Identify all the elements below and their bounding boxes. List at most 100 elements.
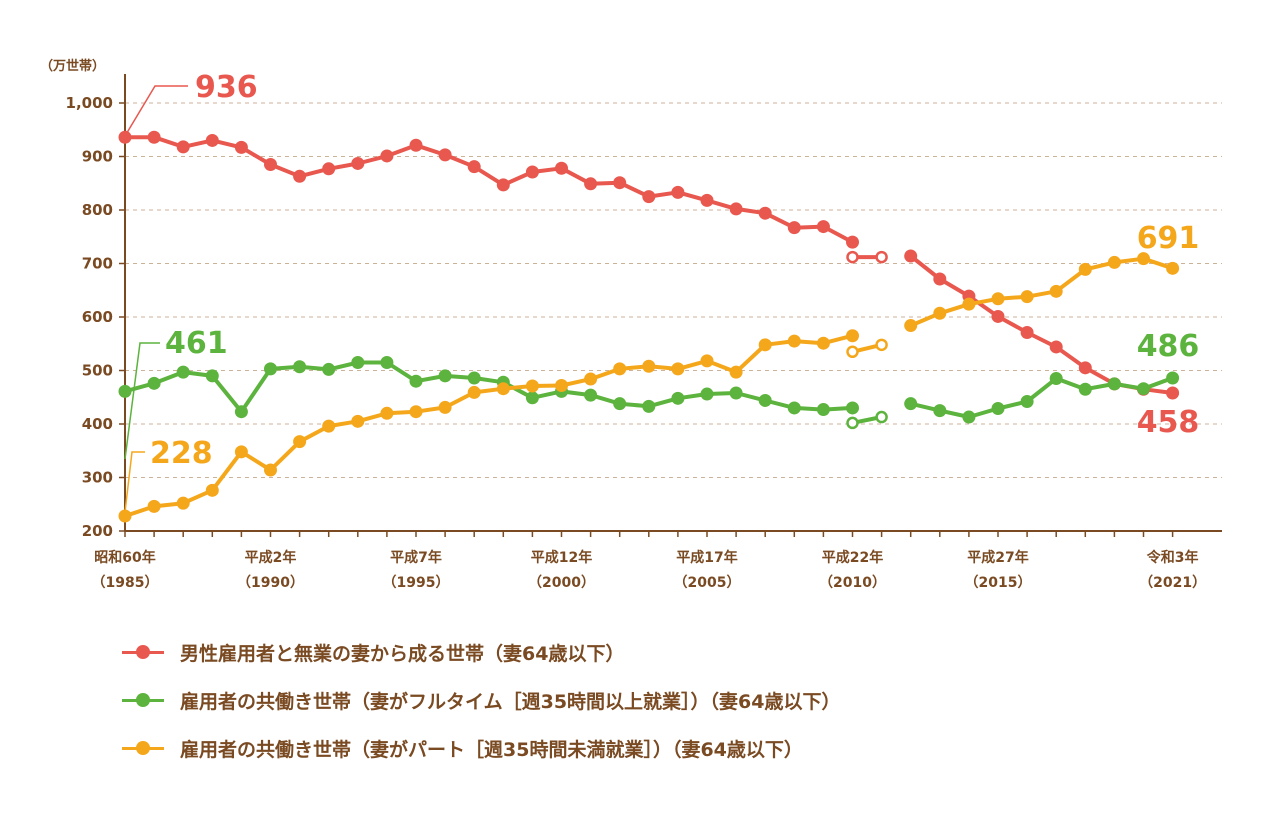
data-point (1078, 382, 1092, 396)
data-point (1137, 252, 1150, 266)
axes (124, 74, 1222, 532)
data-point (351, 355, 365, 369)
data-point (147, 376, 161, 390)
data-point-open (875, 338, 888, 352)
y-tick-label: 900 (82, 148, 113, 166)
data-point (1049, 284, 1063, 298)
data-point (584, 177, 598, 191)
data-point (787, 401, 801, 415)
grid-lines (125, 102, 1222, 478)
series-line (908, 376, 1175, 419)
data-point (758, 338, 772, 352)
data-point (205, 133, 219, 147)
data-point (613, 176, 627, 190)
data-point (234, 405, 248, 419)
x-tick-label-year: （1995） (383, 575, 450, 591)
data-point (729, 365, 743, 379)
data-point (933, 306, 947, 320)
x-tick-label-year: （1990） (237, 575, 304, 591)
data-point (1020, 326, 1034, 340)
series-line (123, 333, 855, 518)
data-point (1166, 261, 1180, 275)
data-point (904, 397, 918, 411)
data-point (1049, 340, 1063, 354)
x-tick-label: 平成12年 (531, 549, 592, 566)
data-point-open (846, 250, 859, 264)
callout-label: 691 (1137, 221, 1200, 256)
data-point (729, 202, 743, 216)
data-point (904, 319, 918, 333)
data-point (147, 499, 161, 513)
data-point (555, 161, 568, 175)
series-line (908, 256, 1175, 328)
x-tick-label-year: （1985） (92, 575, 159, 591)
series-layer (118, 130, 1180, 523)
y-tick-label: 700 (82, 255, 113, 273)
data-point (1078, 262, 1092, 276)
data-point (1166, 386, 1180, 400)
data-point (962, 297, 976, 311)
data-point-open (846, 416, 859, 430)
data-point (1107, 377, 1121, 391)
x-tick-label: 平成7年 (390, 549, 442, 566)
data-point (322, 362, 336, 376)
legend-label: 雇用者の共働き世帯（妻がパート［週35時間未満就業］）（妻64歳以下） (180, 738, 803, 761)
data-point (525, 379, 539, 393)
callout-label: 461 (165, 326, 228, 361)
data-point (176, 496, 190, 510)
data-point (205, 369, 219, 383)
data-point (438, 148, 452, 162)
x-tick-label: 令和3年 (1146, 549, 1199, 566)
data-point (293, 360, 307, 374)
data-point (1049, 372, 1063, 386)
data-point (700, 387, 714, 401)
callout-leader (124, 342, 160, 460)
data-point (118, 130, 132, 144)
data-point (293, 169, 307, 183)
data-point (351, 414, 365, 428)
series-2 (118, 252, 1180, 523)
data-point (1078, 361, 1092, 375)
callout-label: 936 (195, 70, 258, 105)
data-point (118, 509, 132, 523)
data-point (264, 362, 277, 376)
annotations: 936 461 228 691 486 458 (124, 70, 1200, 513)
data-point (555, 378, 568, 392)
data-point (613, 397, 627, 411)
data-point (351, 156, 365, 170)
data-point (525, 165, 539, 179)
data-point (467, 160, 481, 174)
data-point (293, 435, 307, 449)
data-point (904, 249, 918, 263)
data-point (467, 385, 481, 399)
series-line (123, 360, 855, 414)
legend-swatch-orange (120, 741, 166, 755)
data-point (933, 272, 947, 286)
data-point (671, 391, 685, 405)
x-tick-label: 平成17年 (676, 549, 737, 566)
data-point (700, 354, 714, 368)
series-0 (118, 130, 1180, 400)
data-point (467, 371, 481, 385)
legend-label: 男性雇用者と無業の妻から成る世帯（妻64歳以下） (180, 642, 625, 665)
data-point (380, 355, 394, 369)
data-point (700, 193, 714, 207)
data-point (438, 369, 452, 383)
x-tick-label: 平成22年 (822, 549, 883, 566)
series-line (908, 254, 1175, 395)
data-point (1137, 382, 1150, 396)
y-tick-label: 1,000 (66, 94, 113, 112)
data-point (846, 401, 859, 415)
y-tick-label: 800 (82, 201, 113, 219)
data-point-open (875, 410, 888, 424)
data-point (846, 235, 859, 249)
data-point (409, 374, 423, 388)
series-line (123, 135, 855, 245)
y-tick-label: 200 (82, 522, 113, 540)
data-point (846, 329, 859, 343)
data-point (816, 336, 830, 350)
data-point (584, 372, 598, 386)
data-point-open (875, 250, 888, 264)
data-point (176, 365, 190, 379)
